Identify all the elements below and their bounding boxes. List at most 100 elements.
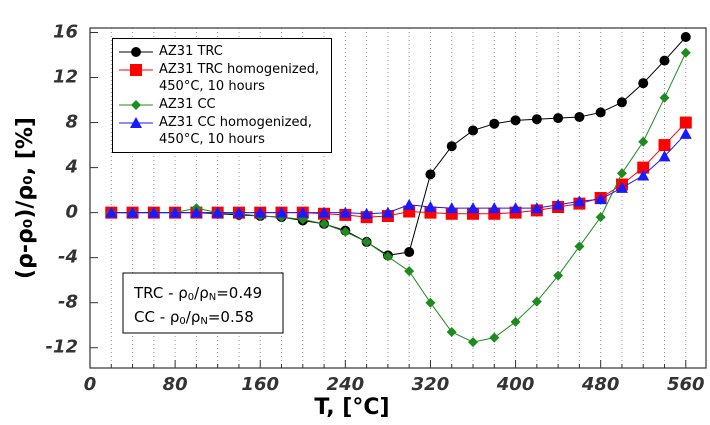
annotation-part: /ρ <box>186 308 201 326</box>
y-tick-label: 12 <box>53 67 78 88</box>
marker <box>404 247 415 258</box>
marker <box>488 202 501 214</box>
marker <box>404 266 415 277</box>
marker <box>319 218 330 229</box>
marker <box>595 107 606 118</box>
legend-item: AZ31 CC homogenized, 450°C, 10 hours <box>113 114 331 148</box>
marker <box>574 241 585 252</box>
legend-icon <box>119 47 153 57</box>
marker <box>232 206 245 218</box>
marker <box>254 206 267 218</box>
marker <box>531 296 542 307</box>
marker <box>637 161 650 174</box>
marker <box>446 141 457 152</box>
x-tick-label: 0 <box>84 374 97 395</box>
marker <box>126 206 139 218</box>
marker <box>468 125 479 136</box>
legend-label: AZ31 TRC <box>159 44 223 59</box>
marker <box>382 251 393 262</box>
marker <box>360 207 373 219</box>
marker <box>425 297 436 308</box>
marker <box>131 47 141 57</box>
marker <box>130 64 142 76</box>
marker <box>318 206 331 218</box>
marker <box>509 202 522 214</box>
marker <box>510 115 521 126</box>
annotation-part: N <box>200 316 207 327</box>
x-tick-label: 480 <box>581 374 620 395</box>
legend-label: AZ31 CC <box>159 97 216 112</box>
annotation: CC - ρ0/ρN=0.58 <box>134 308 254 328</box>
marker <box>489 332 500 343</box>
marker <box>340 226 351 237</box>
x-axis-label: T, [°C] <box>314 395 389 420</box>
marker <box>446 326 457 337</box>
marker <box>638 78 649 89</box>
marker <box>531 114 542 125</box>
marker <box>616 97 627 108</box>
marker <box>467 202 480 214</box>
annotation-part: /ρ <box>194 284 209 302</box>
y-tick-label: 16 <box>53 22 78 43</box>
marker <box>131 100 141 110</box>
marker <box>381 206 394 218</box>
marker <box>361 236 372 247</box>
legend-item: AZ31 CC <box>113 96 331 113</box>
marker <box>574 111 585 122</box>
x-tick-label: 80 <box>163 374 188 395</box>
y-tick-label: 8 <box>65 112 78 133</box>
x-tick-label: 560 <box>667 374 705 395</box>
x-tick-label: 160 <box>241 374 279 395</box>
annotation-part: N <box>209 292 216 303</box>
annotation-part: CC - ρ <box>134 308 179 326</box>
legend: AZ31 TRC AZ31 TRC homogenized, 450°C, 10 … <box>112 38 332 153</box>
marker <box>147 206 160 218</box>
marker <box>553 113 564 124</box>
marker <box>468 337 479 348</box>
series-line <box>111 133 687 215</box>
marker <box>339 206 352 218</box>
annotation-part: 0 <box>179 316 185 327</box>
legend-label: AZ31 TRC homogenized, 450°C, 10 hours <box>159 62 320 94</box>
marker <box>130 117 142 128</box>
marker <box>190 206 203 218</box>
x-tick-label: 320 <box>412 374 450 395</box>
marker <box>169 206 182 218</box>
marker <box>105 206 118 218</box>
annotation: TRC - ρ0/ρN=0.49 <box>133 284 262 304</box>
legend-icon <box>119 117 153 128</box>
annotation-part: TRC - ρ <box>133 284 188 302</box>
marker <box>637 169 650 181</box>
marker <box>489 118 500 129</box>
series-line <box>111 36 687 256</box>
marker <box>553 270 564 281</box>
y-tick-label: -8 <box>58 292 78 313</box>
x-tick-label: 240 <box>327 374 365 395</box>
annotation-part: 0 <box>188 292 194 303</box>
annotation-part: =0.49 <box>216 284 262 302</box>
marker <box>680 47 691 58</box>
marker <box>659 55 670 66</box>
marker <box>680 32 691 43</box>
y-tick-label: -4 <box>58 247 78 268</box>
marker <box>530 202 543 214</box>
marker <box>616 168 627 179</box>
plot-frame <box>89 27 707 369</box>
marker <box>424 201 437 213</box>
y-tick-label: 0 <box>65 202 78 223</box>
annotation-part: =0.58 <box>208 308 254 326</box>
marker <box>403 198 416 210</box>
marker <box>679 127 692 139</box>
legend-icon <box>119 100 153 110</box>
marker <box>552 198 565 210</box>
marker <box>296 206 309 218</box>
y-axis-label: (ρ-ρ₀)/ρ₀, [%] <box>13 117 38 279</box>
marker <box>659 92 670 103</box>
marker <box>638 136 649 147</box>
marker <box>445 202 458 214</box>
legend-label: AZ31 CC homogenized, 450°C, 10 hours <box>159 115 312 147</box>
legend-item: AZ31 TRC <box>113 43 331 60</box>
marker <box>573 195 586 207</box>
